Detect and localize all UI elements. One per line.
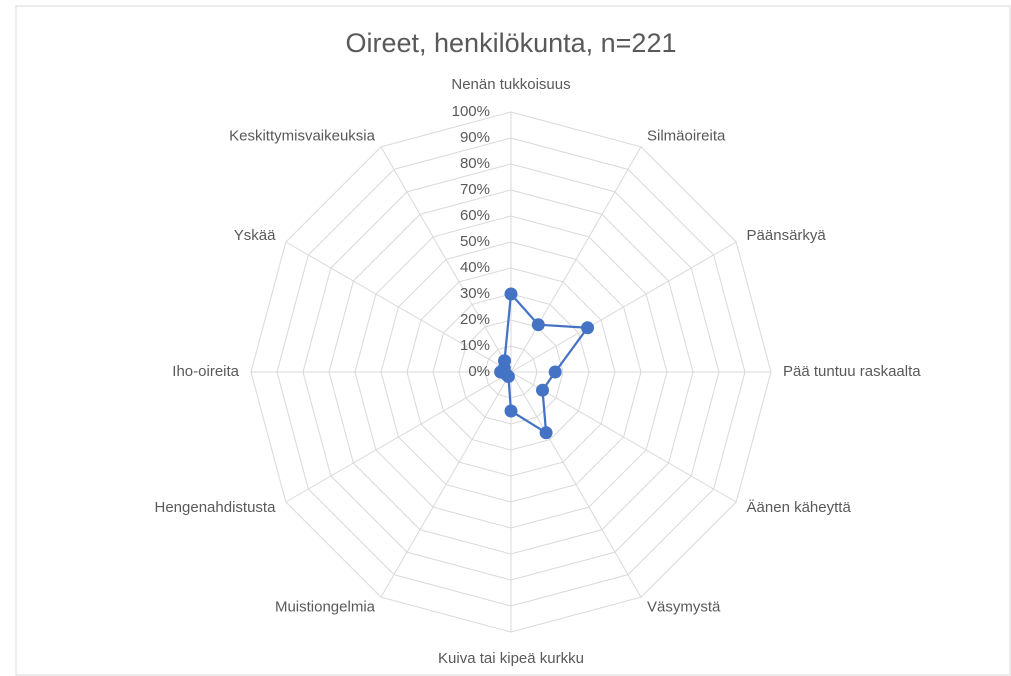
category-label: Hengenahdistusta bbox=[155, 499, 277, 516]
spoke bbox=[510, 241, 737, 373]
spoke bbox=[380, 146, 512, 373]
spoke bbox=[285, 241, 512, 373]
data-point bbox=[504, 404, 518, 418]
r-tick-label: 20% bbox=[460, 311, 490, 328]
category-label: Iho-oireita bbox=[172, 363, 239, 380]
r-tick-label: 80% bbox=[460, 155, 490, 172]
spoke bbox=[510, 371, 737, 503]
r-tick-label: 60% bbox=[460, 207, 490, 224]
category-label: Väsymystä bbox=[647, 599, 721, 616]
category-label: Pää tuntuu raskaalta bbox=[783, 363, 921, 380]
data-point bbox=[539, 426, 553, 440]
data-point bbox=[504, 287, 518, 301]
category-label: Nenän tukkoisuus bbox=[451, 76, 570, 93]
r-tick-label: 70% bbox=[460, 181, 490, 198]
category-label: Äänen käheyttä bbox=[747, 499, 852, 516]
data-point bbox=[581, 321, 595, 335]
data-point bbox=[536, 383, 550, 397]
r-tick-label: 10% bbox=[460, 337, 490, 354]
spoke bbox=[510, 371, 642, 598]
spoke bbox=[285, 371, 512, 503]
category-label: Keskittymisvaikeuksia bbox=[229, 127, 376, 144]
r-tick-label: 90% bbox=[460, 129, 490, 146]
r-tick-label: 30% bbox=[460, 285, 490, 302]
data-point bbox=[498, 354, 511, 368]
chart-frame bbox=[15, 5, 1011, 676]
category-label: Yskää bbox=[234, 227, 276, 244]
r-tick-label: 0% bbox=[468, 363, 490, 380]
category-label: Kuiva tai kipeä kurkku bbox=[438, 650, 584, 667]
r-tick-label: 100% bbox=[452, 103, 490, 120]
r-tick-label: 50% bbox=[460, 233, 490, 250]
category-label: Muistiongelmia bbox=[275, 599, 376, 616]
category-label: Silmäoireita bbox=[647, 127, 726, 144]
spoke bbox=[510, 146, 642, 373]
r-tick-label: 40% bbox=[460, 259, 490, 276]
category-label: Päänsärkyä bbox=[747, 227, 827, 244]
data-point bbox=[548, 365, 562, 379]
spoke bbox=[380, 371, 512, 598]
chart-title: Oireet, henkilökunta, n=221 bbox=[346, 28, 677, 58]
data-point bbox=[531, 318, 545, 332]
